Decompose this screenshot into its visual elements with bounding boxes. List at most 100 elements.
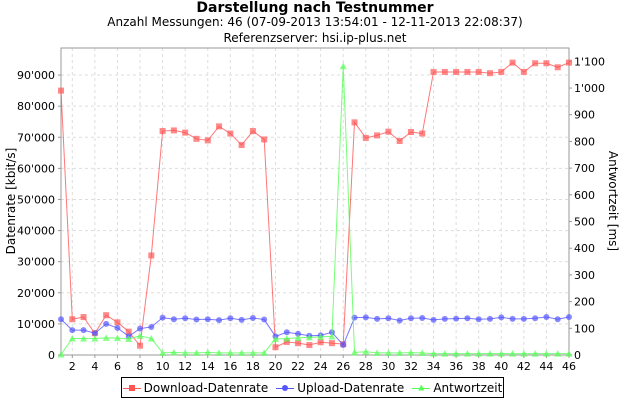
data-point-circle (532, 315, 539, 322)
data-point-circle (238, 316, 245, 323)
data-point-triangle (463, 350, 471, 357)
data-point-square (543, 60, 550, 67)
data-point-circle (216, 317, 223, 324)
data-point-square (306, 342, 313, 349)
data-point-circle (419, 314, 426, 321)
data-point-square (58, 87, 64, 94)
x-tick-label: 42 (517, 360, 531, 373)
data-point-square (125, 328, 132, 335)
data-point-circle (159, 314, 166, 321)
data-point-triangle (565, 350, 573, 357)
data-point-triangle (170, 348, 178, 356)
x-tick-label: 22 (291, 360, 305, 373)
x-tick-label: 14 (201, 360, 215, 373)
data-point-circle (227, 315, 234, 322)
data-point-triangle (159, 349, 167, 356)
x-tick-label: 2 (69, 360, 76, 373)
data-point-triangle (226, 349, 234, 356)
data-point-triangle (125, 335, 133, 342)
y-axis-label: Datenrate [kbit/s] (4, 148, 18, 255)
data-point-square (532, 60, 539, 67)
data-point-square (566, 59, 572, 66)
x-tick-label: 30 (381, 360, 395, 373)
legend: Download-Datenrate Upload-Datenrate Antw… (121, 377, 504, 398)
x-tick-label: 40 (494, 360, 508, 373)
data-point-circle (441, 315, 448, 322)
data-point-square (272, 344, 279, 351)
x-tick-label: 44 (539, 360, 553, 373)
data-point-square (419, 130, 426, 137)
data-point-circle (566, 314, 572, 321)
data-point-triangle (486, 350, 494, 357)
data-point-triangle (554, 350, 562, 357)
data-point-circle (520, 315, 527, 322)
data-point-square (374, 132, 381, 139)
data-point-triangle (328, 332, 336, 340)
data-point-triangle (68, 334, 76, 342)
data-point-square (249, 128, 256, 135)
data-point-triangle (57, 350, 65, 358)
data-point-circle (486, 315, 493, 322)
x-tick-label: 26 (336, 360, 350, 373)
data-point-circle (362, 314, 369, 321)
data-point-square (464, 68, 471, 75)
y-tick-label: 0 (48, 349, 55, 362)
data-point-circle (396, 317, 403, 324)
data-point-square (486, 70, 493, 77)
data-point-circle (91, 330, 98, 337)
data-point-circle (407, 315, 414, 322)
x-tick-label: 18 (246, 360, 260, 373)
data-point-square (261, 136, 268, 143)
data-point-square (216, 123, 223, 130)
y-right-tick-label: 600 (574, 189, 595, 202)
data-point-triangle (260, 349, 268, 356)
data-point-square (554, 64, 561, 71)
series-line-0 (60, 61, 570, 348)
data-point-square (137, 342, 144, 349)
data-point-circle (498, 314, 505, 321)
y-tick-label: 30'000 (17, 256, 55, 269)
data-point-triangle (136, 332, 144, 339)
data-point-triangle (339, 62, 347, 70)
y-right-tick-label: 100 (574, 322, 595, 335)
data-point-triangle (215, 349, 223, 356)
plot-area (61, 48, 569, 355)
data-point-circle (374, 315, 381, 322)
data-point-triangle (475, 350, 483, 357)
data-point-square (396, 138, 403, 145)
data-point-square (69, 316, 76, 323)
data-point-circle (103, 320, 110, 327)
data-point-triangle (520, 350, 528, 357)
data-point-triangle (531, 350, 539, 357)
y-right-tick-label: 0 (574, 349, 581, 362)
y-tick-label: 40'000 (17, 225, 55, 238)
data-point-square (328, 340, 335, 347)
circle-marker-icon (276, 383, 295, 393)
y-right-tick-label: 1'100 (574, 55, 605, 68)
data-point-triangle (497, 350, 505, 357)
data-point-triangle (362, 348, 370, 355)
data-point-square (520, 68, 527, 75)
data-point-square (159, 128, 166, 135)
data-point-triangle (238, 349, 246, 356)
x-tick-label: 12 (178, 360, 192, 373)
data-point-circle (261, 316, 268, 323)
x-tick-label: 28 (359, 360, 373, 373)
data-point-triangle (283, 334, 291, 342)
data-point-triangle (80, 334, 88, 342)
data-point-triangle (396, 349, 404, 356)
data-point-triangle (430, 350, 438, 357)
y-tick-label: 60'000 (17, 162, 55, 175)
data-point-circle (249, 314, 256, 321)
y-tick-label: 10'000 (17, 318, 55, 331)
square-marker-icon (122, 383, 141, 393)
data-point-triangle (91, 334, 99, 342)
data-point-circle (80, 327, 87, 334)
chart-subtitle: Anzahl Messungen: 46 (07-09-2013 13:54:0… (107, 15, 523, 29)
data-point-square (351, 119, 358, 126)
x-tick-label: 34 (427, 360, 441, 373)
data-point-triangle (102, 334, 110, 341)
series-line-2 (60, 66, 569, 355)
data-point-square (227, 130, 234, 137)
data-point-triangle (441, 350, 449, 357)
